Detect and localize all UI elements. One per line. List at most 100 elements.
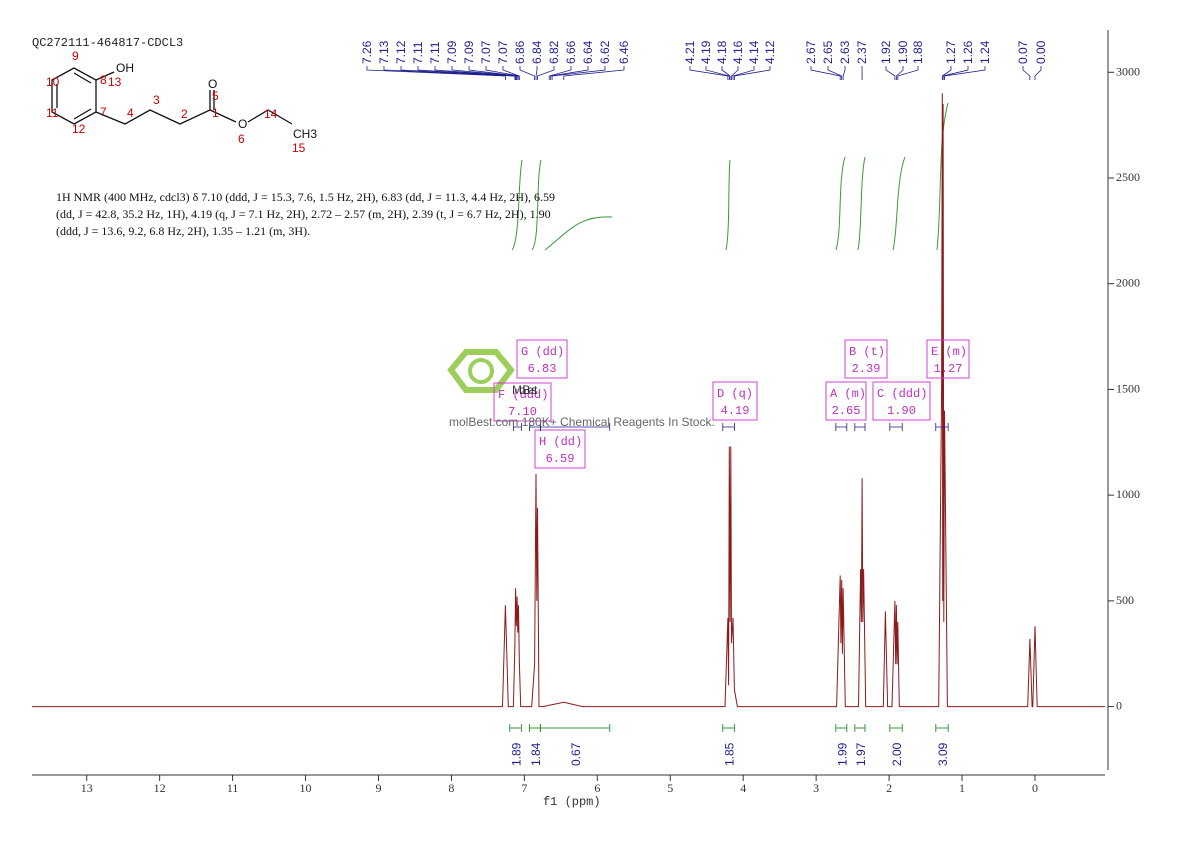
structure-label: 6 xyxy=(238,132,245,146)
structure-label: 3 xyxy=(153,93,160,107)
multiplet-label: D (q) xyxy=(717,387,753,401)
peak-leader xyxy=(1022,66,1031,80)
watermark-tagline: molBest.com 180K+ Chemical Reagents In S… xyxy=(449,415,715,429)
peak-leader xyxy=(434,66,517,80)
chart-title: QC272111-464817-CDCL3 xyxy=(32,36,183,50)
peak-leader xyxy=(732,66,755,80)
x-tick-label: 0 xyxy=(1032,781,1038,795)
integral-bracket xyxy=(835,724,848,732)
integral-bracket xyxy=(854,724,866,732)
integral-label: 1.99 xyxy=(835,742,849,766)
multiplet-box xyxy=(825,381,867,421)
multiplet-box xyxy=(926,339,970,379)
structure-label: 5 xyxy=(212,89,219,103)
peak-label: 4.19 xyxy=(699,40,713,64)
peak-label: 6.62 xyxy=(598,40,612,64)
peak-leader xyxy=(689,66,729,80)
peak-leader xyxy=(502,66,520,80)
peak-leader xyxy=(897,66,919,80)
peak-leader xyxy=(842,66,846,80)
multiplet-label: E (m) xyxy=(931,345,967,359)
multiplet-box xyxy=(534,429,586,469)
peak-leader xyxy=(519,66,535,80)
structure-label: CH3 xyxy=(293,127,317,141)
peak-label: 1.92 xyxy=(879,40,893,64)
peak-leader xyxy=(895,66,904,80)
multiplet-range xyxy=(722,423,735,431)
peak-label: 7.09 xyxy=(445,40,459,64)
y-tick-label: 1500 xyxy=(1116,381,1140,395)
structure-label: 2 xyxy=(181,107,188,121)
nmr-line: (dd, J = 42.8, 35.2 Hz, 1H), 4.19 (q, J … xyxy=(56,207,551,221)
multiplet-shift: 4.19 xyxy=(721,404,750,418)
multiplet-shift: 6.83 xyxy=(528,362,557,376)
peak-label: 2.67 xyxy=(804,40,818,64)
peak-leader xyxy=(942,66,969,80)
structure-label: O xyxy=(238,117,247,131)
integral-label: 1.84 xyxy=(529,742,543,766)
peak-leader xyxy=(810,66,841,80)
x-tick-label: 7 xyxy=(521,781,527,795)
peak-label: 0.00 xyxy=(1034,40,1048,64)
peak-label: 1.88 xyxy=(911,40,925,64)
multiplet-shift: 6.59 xyxy=(546,452,575,466)
peak-leader xyxy=(941,66,952,80)
peak-leader xyxy=(721,66,731,80)
integral-label: 1.85 xyxy=(723,742,737,766)
peak-leader xyxy=(944,66,986,80)
structure-label: 7 xyxy=(100,105,107,119)
structure-label: OH xyxy=(116,61,134,75)
structure-label: 13 xyxy=(108,75,122,89)
multiplet-label: G (dd) xyxy=(521,345,564,359)
multiplet-box xyxy=(493,382,552,422)
peak-label: 6.64 xyxy=(581,40,595,64)
multiplet-range xyxy=(889,423,903,431)
peak-label: 1.26 xyxy=(961,40,975,64)
integral-bracket xyxy=(889,724,903,732)
multiplet-range xyxy=(935,423,949,431)
y-tick-label: 500 xyxy=(1116,593,1134,607)
multiplet-shift: 2.39 xyxy=(852,362,881,376)
peak-label: 6.46 xyxy=(617,40,631,64)
structure-bonds xyxy=(51,67,293,125)
peak-label: 7.07 xyxy=(496,40,510,64)
peak-label: 6.86 xyxy=(513,40,527,64)
integral-bracket xyxy=(539,724,611,732)
peak-label: 4.21 xyxy=(683,40,697,64)
peak-label: 7.11 xyxy=(411,41,425,64)
x-tick-label: 1 xyxy=(959,781,965,795)
integral-bracket xyxy=(722,724,735,732)
structure-label: 1 xyxy=(212,106,219,120)
peak-label: 0.07 xyxy=(1016,40,1030,64)
peak-label: 6.66 xyxy=(564,40,578,64)
spectrum-line xyxy=(32,93,1105,708)
peak-label: 7.26 xyxy=(360,40,374,64)
multiplet-shift: 2.65 xyxy=(832,404,861,418)
x-tick-label: 4 xyxy=(740,781,746,795)
y-tick-label: 2500 xyxy=(1116,170,1140,184)
x-tick-label: 11 xyxy=(227,781,239,795)
x-tick-label: 6 xyxy=(594,781,600,795)
multiplet-label: B (t) xyxy=(849,345,885,359)
structure-label: 11 xyxy=(46,106,59,120)
peak-label: 6.84 xyxy=(530,40,544,64)
nmr-description: 1H NMR (400 MHz, cdcl3) δ 7.10 (ddd, J =… xyxy=(56,189,616,240)
nmr-line: 1H NMR (400 MHz, cdcl3) δ 7.10 (ddd, J =… xyxy=(56,190,556,204)
peak-label: 2.37 xyxy=(855,40,869,64)
y-tick-label: 2000 xyxy=(1116,276,1140,290)
peak-leader xyxy=(705,66,730,80)
structure-label: 15 xyxy=(292,141,306,155)
structure-label: 4 xyxy=(127,106,134,120)
peak-label: 2.63 xyxy=(838,40,852,64)
integral-label: 3.09 xyxy=(936,742,950,766)
peak-leader xyxy=(400,66,517,80)
peak-label: 6.82 xyxy=(547,40,561,64)
peak-leader xyxy=(1034,66,1042,80)
peak-leader xyxy=(734,66,771,80)
multiplet-shift: 1.90 xyxy=(887,404,916,418)
multiplet-range xyxy=(854,423,866,431)
x-tick-label: 3 xyxy=(813,781,819,795)
peak-label: 7.07 xyxy=(479,40,493,64)
